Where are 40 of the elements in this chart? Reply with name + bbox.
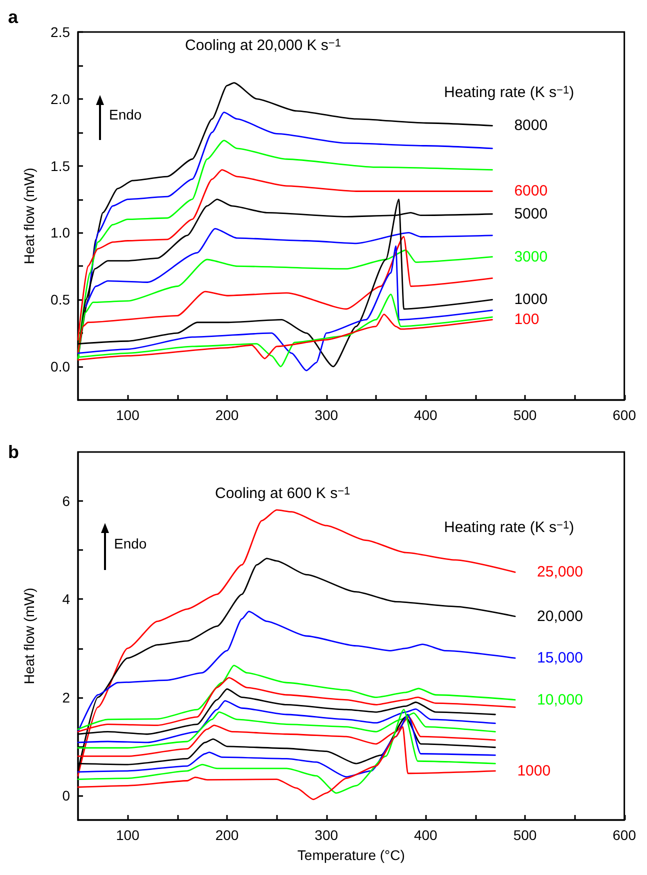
- series-label: 1000: [517, 762, 551, 780]
- y-tick-label: 0.5: [50, 292, 70, 308]
- y-tick-label: 1.0: [50, 224, 70, 241]
- x-tick-label: 100: [116, 407, 140, 423]
- series-label: 1000: [514, 291, 548, 308]
- y-tick-label: 6: [62, 493, 70, 510]
- x-tick-label: 500: [513, 827, 537, 843]
- y-tick-label: 2.0: [50, 90, 70, 107]
- y-tick-label: 0.0: [50, 358, 70, 375]
- y-axis-title: Heat flow (mW): [21, 168, 37, 264]
- annotation: Endo: [114, 536, 147, 552]
- series-label: 20,000: [537, 608, 583, 625]
- y-tick-label: 2: [62, 689, 70, 706]
- y-tick-label: 0: [62, 787, 70, 804]
- x-tick-label: 200: [215, 407, 239, 423]
- x-tick-label: 600: [612, 407, 636, 423]
- x-tick-label: 400: [414, 827, 438, 843]
- x-tick-label: 500: [513, 407, 537, 423]
- series-label: 25,000: [537, 564, 583, 581]
- x-tick-label: 400: [414, 407, 438, 423]
- y-tick-label: 4: [62, 591, 70, 608]
- x-tick-label: 200: [215, 827, 239, 843]
- x-tick-label: 300: [314, 827, 338, 843]
- text: b: [8, 442, 19, 462]
- series-label: 3000: [514, 248, 548, 266]
- y-tick-label: 1.5: [50, 158, 70, 174]
- series-label: 15,000: [537, 650, 583, 667]
- series-label: 8000: [514, 117, 548, 134]
- y-tick-label: 2.5: [50, 24, 70, 40]
- x-axis-title: Temperature (°C): [297, 847, 405, 863]
- annotation: Endo: [109, 106, 142, 122]
- series-label: 100: [514, 311, 540, 328]
- x-tick-label: 600: [612, 827, 636, 843]
- series-label: 10,000: [537, 691, 583, 708]
- series-label: 5000: [514, 205, 548, 222]
- x-tick-label: 100: [116, 827, 140, 843]
- y-axis-title: Heat flow (mW): [21, 588, 37, 684]
- x-tick-label: 300: [314, 407, 338, 423]
- series-label: 6000: [514, 182, 548, 200]
- text: a: [8, 7, 19, 27]
